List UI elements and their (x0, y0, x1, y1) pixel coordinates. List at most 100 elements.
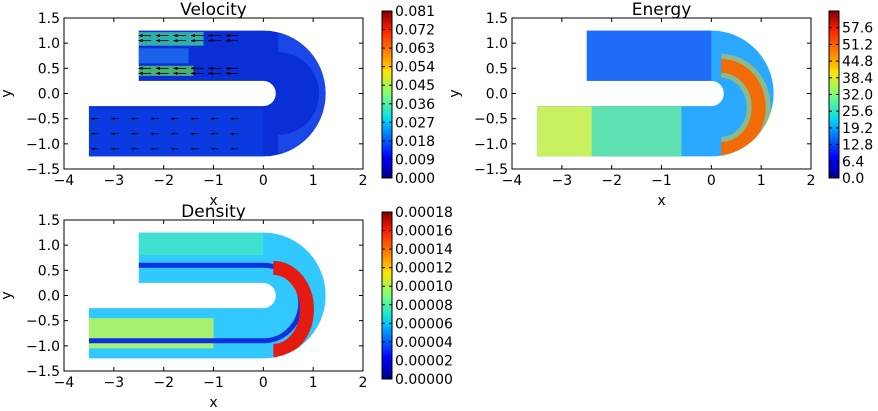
colorbar-tick-label: 0.072 (395, 23, 435, 39)
x-axis-label: x (657, 193, 665, 209)
colorbar-tick-label: 12.8 (842, 138, 873, 154)
colorbar-tick-label: 0.00010 (395, 279, 453, 295)
y-tick-label: −1.0 (474, 137, 508, 153)
chart-title: Velocity (180, 0, 247, 20)
y-tick-label: 0.0 (486, 87, 508, 103)
panel-energy: −4 −3 −2 −1 0 1 2 −1.5 −1.0 −0.5 0.0 0.5 1.0 1.5 Energ… (447, 0, 873, 209)
colorbar-tick-label: 44.8 (842, 54, 873, 70)
x-tick-label: −1 (651, 173, 672, 189)
y-tick-label: 1.0 (38, 36, 60, 52)
colorbar-tick-label: 25.6 (842, 104, 873, 120)
colorbar (381, 10, 393, 179)
y-tick-label: 1.5 (38, 213, 60, 229)
x-tick-label: −4 (54, 375, 75, 391)
colorbar-tick-label: 0.045 (395, 78, 435, 94)
y-axis-label: y (0, 89, 15, 97)
y-tick-label: −1.5 (474, 162, 508, 178)
y-tick-label: 1.0 (486, 36, 508, 52)
y-tick-label: −1.0 (26, 339, 60, 355)
colorbar-tick-label: 0.00016 (395, 224, 453, 240)
y-tick-label: −0.5 (26, 112, 60, 128)
y-axis-label: y (0, 291, 15, 299)
colorbar-tick-label: 32.0 (842, 88, 873, 104)
colorbar-tick-label: 0.00004 (395, 335, 453, 351)
x-tick-label: 1 (309, 375, 318, 391)
y-tick-label: 0.5 (38, 263, 60, 279)
x-tick-label: −2 (601, 173, 622, 189)
colorbar-tick-label: 0.00012 (395, 261, 453, 277)
y-tick-label: 1.5 (486, 11, 508, 27)
colorbar-tick-label: 0.009 (395, 152, 435, 168)
y-tick-label: −1.0 (26, 137, 60, 153)
x-tick-label: −2 (153, 173, 174, 189)
colorbar-tick-label: 0.00018 (395, 205, 453, 221)
colorbar-tick-label: 0.00006 (395, 316, 453, 332)
high-band (272, 260, 314, 358)
x-tick-label: −3 (104, 173, 125, 189)
x-tick-label: −1 (203, 173, 224, 189)
x-tick-label: 2 (359, 375, 368, 391)
colorbar-tick-label: 0.00002 (395, 353, 453, 369)
panel-density: −4 −3 −2 −1 0 1 2 −1.5 −1.0 −0.5 0.0 0.5 1.0 1.5 Densi… (0, 202, 453, 411)
inlet-top (138, 232, 264, 256)
field-2 (88, 232, 326, 359)
outlet-core (88, 318, 214, 349)
x-tick-label: −1 (203, 375, 224, 391)
colorbar-tick-label: 57.6 (842, 21, 873, 37)
colorbar-tick-label: 0.018 (395, 134, 435, 150)
colorbar-tick-label: 0.036 (395, 97, 435, 113)
vector-arrows (90, 34, 239, 151)
x-tick-label: 2 (359, 173, 368, 189)
colorbar-tick-label: 0.000 (395, 171, 435, 187)
x-tick-label: −3 (104, 375, 125, 391)
colorbar-tick-label: 0.054 (395, 60, 435, 76)
jet-lower (133, 65, 194, 76)
field-1 (536, 30, 774, 157)
colorbar-tick-label: 51.2 (842, 37, 873, 53)
outlet-mid (591, 106, 682, 157)
y-tick-label: 1.5 (38, 11, 60, 27)
x-tick-label: −2 (153, 375, 174, 391)
colorbar (381, 211, 393, 380)
colorbar-tick-label: 0.081 (395, 4, 435, 20)
hot-band (720, 58, 766, 156)
y-tick-label: −0.5 (474, 112, 508, 128)
jet-mid (138, 48, 189, 64)
y-tick-label: 0.0 (38, 87, 60, 103)
bend-band (277, 34, 326, 153)
x-tick-label: 1 (757, 173, 766, 189)
colorbar-tick-label: 6.4 (842, 154, 864, 170)
x-tick-label: 0 (259, 375, 268, 391)
outlet-warm (536, 106, 602, 157)
colorbar-tick-label: 0.0 (842, 171, 864, 187)
x-axis-label: x (209, 193, 217, 209)
colorbar-tick-label: 0.063 (395, 41, 435, 57)
colorbar-tick-label: 0.027 (395, 115, 435, 131)
x-tick-label: −4 (502, 173, 523, 189)
x-tick-label: 2 (807, 173, 816, 189)
panel-velocity: −4 −3 −2 −1 0 1 2 −1.5 −1.0 −0.5 0.0 0.5 1.0 1.5 Veloc… (0, 0, 435, 209)
outlet (88, 108, 264, 157)
y-axis-label: y (447, 89, 463, 97)
jet-upper (133, 32, 204, 46)
y-tick-label: −1.5 (26, 162, 60, 178)
y-tick-label: 0.5 (38, 61, 60, 77)
y-tick-label: 1.0 (38, 238, 60, 254)
y-tick-label: −0.5 (26, 314, 60, 330)
warm-halo (720, 53, 771, 157)
y-tick-label: 0.5 (486, 61, 508, 77)
inlet-cool (586, 30, 712, 81)
chart-title: Energy (632, 0, 692, 20)
x-tick-label: 0 (707, 173, 716, 189)
colorbar-tick-label: 0.00000 (395, 372, 453, 388)
x-tick-label: −3 (552, 173, 573, 189)
y-tick-label: −1.5 (26, 364, 60, 380)
x-axis-label: x (209, 395, 217, 411)
y-tick-label: 0.0 (38, 289, 60, 305)
colorbar-tick-label: 38.4 (842, 71, 873, 87)
colorbar-tick-label: 0.00014 (395, 242, 453, 258)
x-tick-label: −4 (54, 173, 75, 189)
colorbar-tick-label: 19.2 (842, 121, 873, 137)
colorbar-tick-label: 0.00008 (395, 298, 453, 314)
